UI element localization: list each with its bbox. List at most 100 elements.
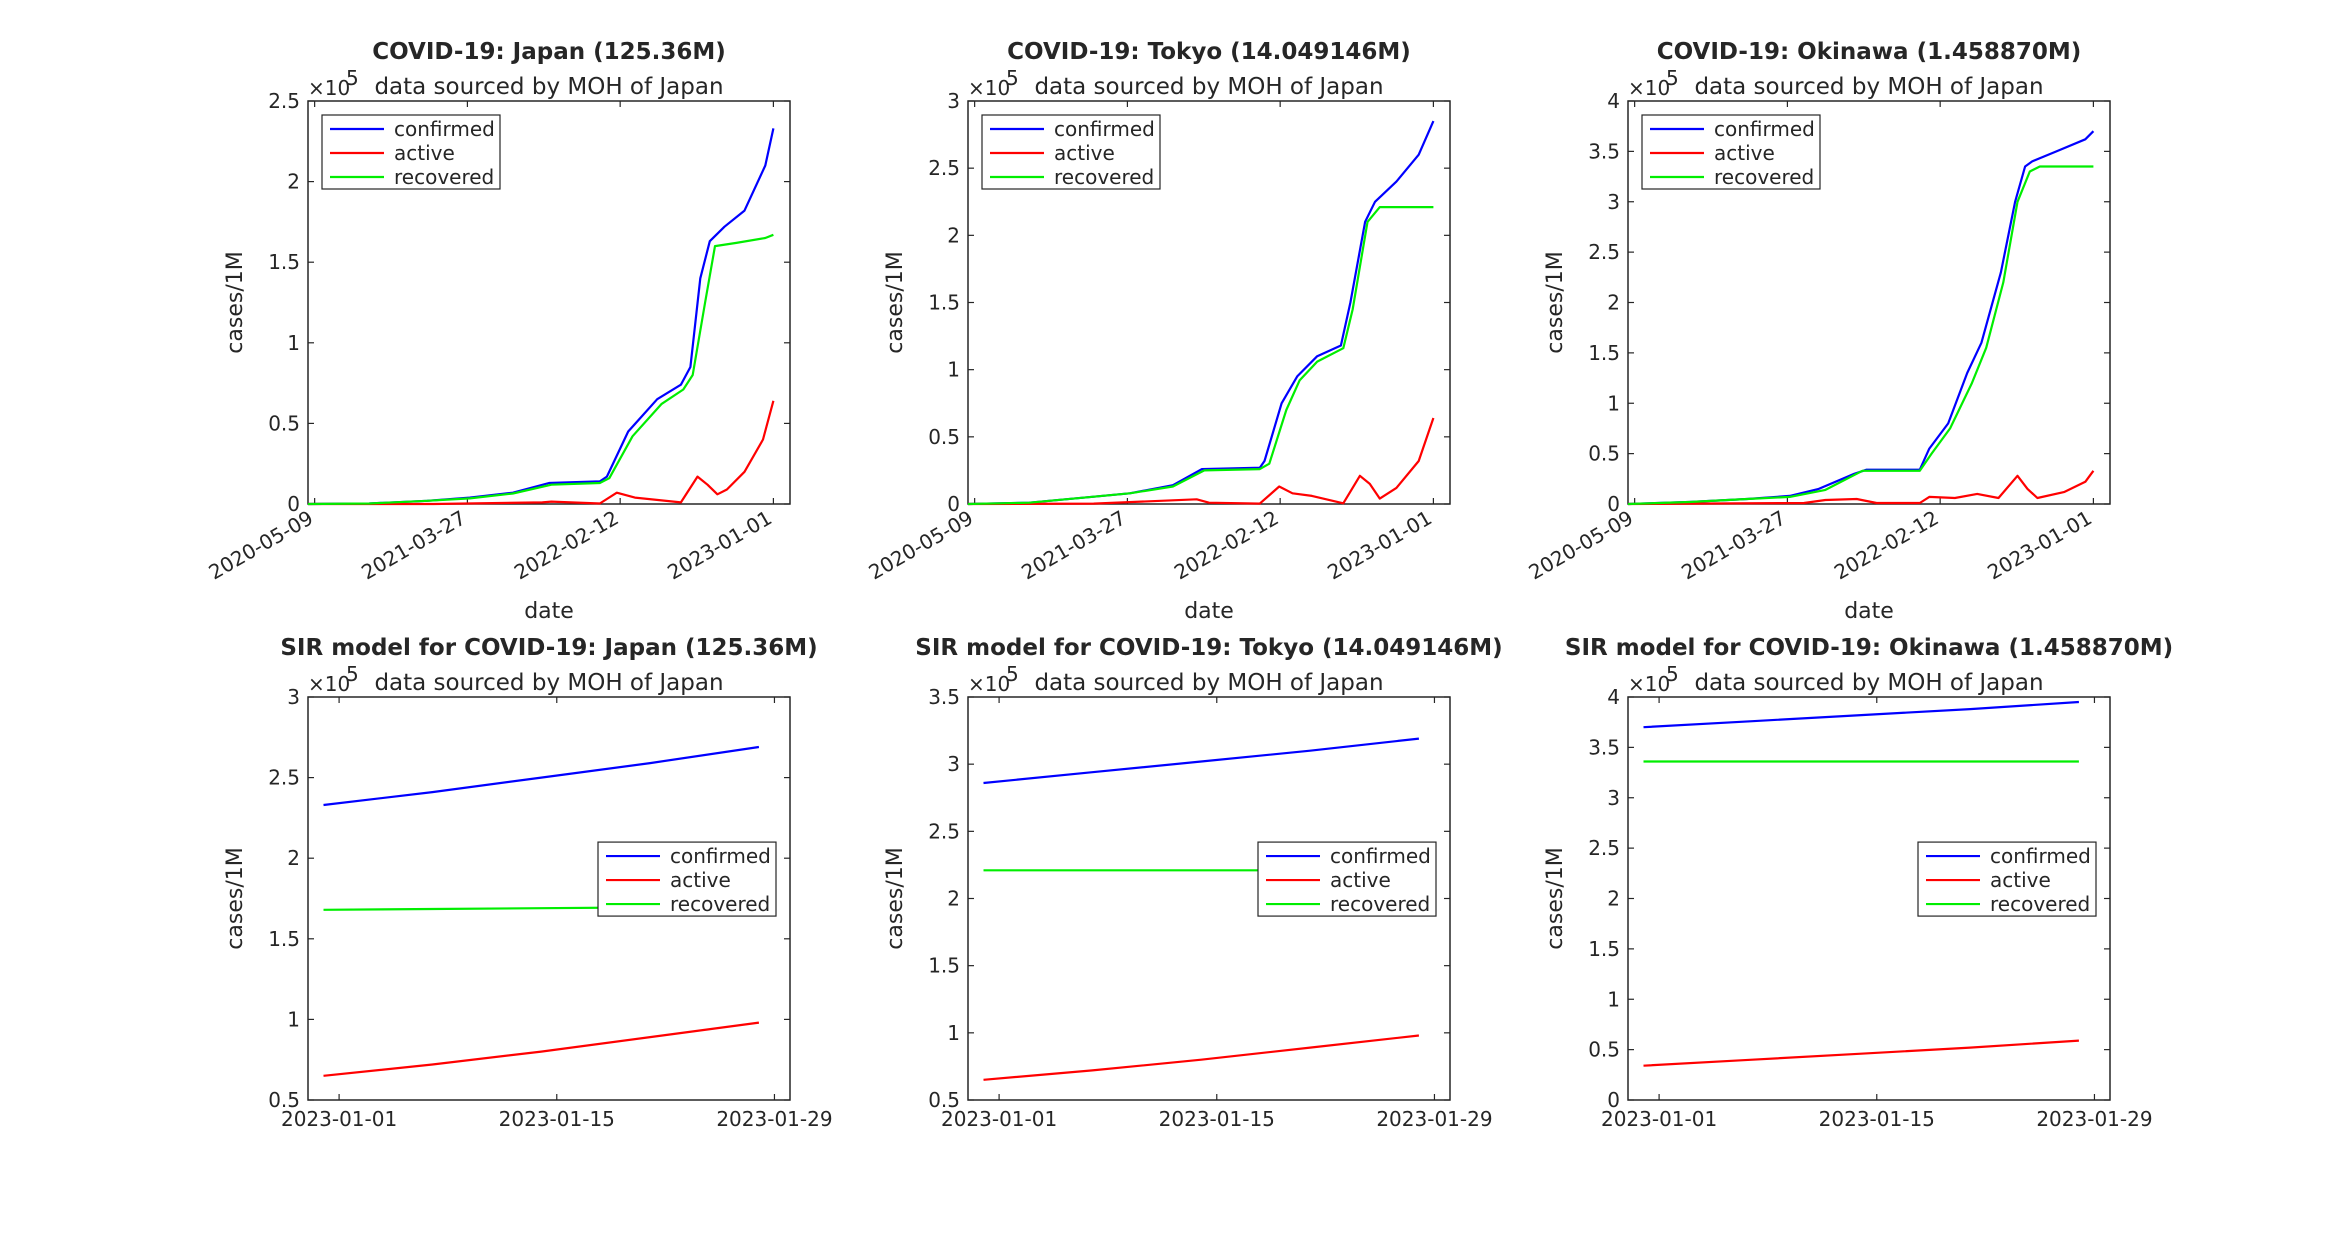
y-tick-label: 1	[1607, 987, 1620, 1011]
y-tick-label: 2	[947, 887, 960, 911]
chart-title: SIR model for COVID-19: Japan (125.36M)	[280, 635, 817, 661]
y-exponent-label: ×10	[968, 672, 1010, 696]
y-tick-label: 1.5	[928, 954, 960, 978]
legend-label: recovered	[670, 892, 770, 916]
legend-label: confirmed	[1330, 844, 1431, 868]
chart-subtitle: data sourced by MOH of Japan	[374, 74, 723, 100]
y-exponent-power: 5	[1666, 662, 1679, 686]
y-tick-label: 0.5	[268, 1088, 300, 1112]
y-exponent-label: ×10	[308, 76, 350, 100]
series-line-confirmed	[1643, 700, 2079, 729]
legend-label: confirmed	[1054, 117, 1155, 141]
series-line-active	[1643, 1039, 2079, 1067]
legend-label: active	[394, 141, 455, 165]
legend-label: confirmed	[394, 117, 495, 141]
series-line-active	[967, 417, 1435, 506]
y-exponent-power: 5	[1006, 662, 1019, 686]
x-tick-label: 2023-01-01	[281, 1107, 397, 1131]
y-tick-label: 3	[947, 89, 960, 113]
y-tick-label: 3.5	[1588, 735, 1620, 759]
x-tick-label: 2021-03-27	[1017, 506, 1130, 585]
y-exponent-label: ×10	[1628, 76, 1670, 100]
chart-subtitle: data sourced by MOH of Japan	[374, 670, 723, 696]
legend-label: recovered	[1990, 892, 2090, 916]
chart-subtitle: data sourced by MOH of Japan	[1694, 74, 2043, 100]
x-tick-label: 2023-01-01	[1601, 1107, 1717, 1131]
y-tick-label: 1	[947, 358, 960, 382]
y-axis-label: cases/1M	[883, 847, 908, 949]
x-tick-label: 2022-02-12	[1170, 506, 1283, 585]
series-line-active	[323, 1021, 760, 1077]
chart-subtitle: data sourced by MOH of Japan	[1034, 74, 1383, 100]
x-tick-label: 2023-01-15	[1159, 1107, 1275, 1131]
series-line-recovered	[967, 206, 1434, 506]
legend-label: active	[1714, 141, 1775, 165]
y-tick-label: 3.5	[928, 685, 960, 709]
legend-label: recovered	[1330, 892, 1430, 916]
series-line-recovered	[1627, 165, 2094, 506]
x-tick-label: 2021-03-27	[1677, 506, 1790, 585]
y-axis-label: cases/1M	[223, 251, 248, 353]
y-tick-label: 2.5	[928, 156, 960, 180]
y-tick-label: 0.5	[928, 425, 960, 449]
series-line-active	[1627, 470, 2095, 506]
y-tick-label: 3	[1607, 190, 1620, 214]
legend-label: recovered	[1054, 165, 1154, 189]
x-axis-label: date	[524, 599, 574, 624]
y-tick-label: 3	[287, 685, 300, 709]
y-tick-label: 2.5	[268, 766, 300, 790]
y-tick-label: 1	[947, 1021, 960, 1045]
x-tick-label: 2022-02-12	[510, 506, 623, 585]
series-line-recovered	[307, 233, 774, 506]
subplot-6: SIR model for COVID-19: Okinawa (1.45887…	[1543, 635, 2173, 1131]
legend-label: confirmed	[670, 844, 771, 868]
chart-subtitle: data sourced by MOH of Japan	[1034, 670, 1383, 696]
legend-label: confirmed	[1714, 117, 1815, 141]
y-tick-label: 1	[1607, 391, 1620, 415]
y-tick-label: 4	[1607, 685, 1620, 709]
chart-title: SIR model for COVID-19: Tokyo (14.049146…	[915, 635, 1502, 661]
y-tick-label: 2	[947, 223, 960, 247]
x-tick-label: 2023-01-01	[1983, 506, 2096, 585]
x-tick-label: 2023-01-29	[716, 1107, 832, 1131]
chart-subtitle: data sourced by MOH of Japan	[1694, 670, 2043, 696]
legend-label: active	[670, 868, 731, 892]
y-exponent-power: 5	[346, 662, 359, 686]
y-tick-label: 2.5	[1588, 240, 1620, 264]
y-tick-label: 3.5	[1588, 139, 1620, 163]
y-tick-label: 0	[1607, 1088, 1620, 1112]
x-tick-label: 2023-01-15	[499, 1107, 615, 1131]
legend-label: active	[1054, 141, 1115, 165]
y-tick-label: 4	[1607, 89, 1620, 113]
y-tick-label: 0.5	[1588, 1038, 1620, 1062]
subplot-1: COVID-19: Japan (125.36M) data sourced by…	[204, 39, 791, 624]
y-tick-label: 0.5	[268, 411, 300, 435]
y-tick-label: 2	[287, 170, 300, 194]
x-tick-label: 2023-01-01	[941, 1107, 1057, 1131]
chart-title: COVID-19: Japan (125.36M)	[372, 39, 726, 65]
y-tick-label: 3	[947, 752, 960, 776]
legend-label: active	[1990, 868, 2051, 892]
y-tick-label: 0	[1607, 492, 1620, 516]
y-axis-label: cases/1M	[883, 251, 908, 353]
y-tick-label: 2.5	[268, 89, 300, 113]
subplot-5: SIR model for COVID-19: Tokyo (14.049146…	[883, 635, 1503, 1131]
y-exponent-label: ×10	[308, 672, 350, 696]
y-tick-label: 2.5	[928, 819, 960, 843]
y-exponent-power: 5	[346, 66, 359, 90]
chart-title: COVID-19: Okinawa (1.458870M)	[1657, 39, 2082, 65]
y-tick-label: 1.5	[1588, 937, 1620, 961]
y-tick-label: 2	[287, 846, 300, 870]
chart-title: SIR model for COVID-19: Okinawa (1.45887…	[1565, 635, 2173, 661]
y-tick-label: 2.5	[1588, 836, 1620, 860]
y-exponent-label: ×10	[968, 76, 1010, 100]
legend-label: recovered	[1714, 165, 1814, 189]
x-tick-label: 2023-01-01	[1323, 506, 1436, 585]
y-tick-label: 1.5	[928, 291, 960, 315]
